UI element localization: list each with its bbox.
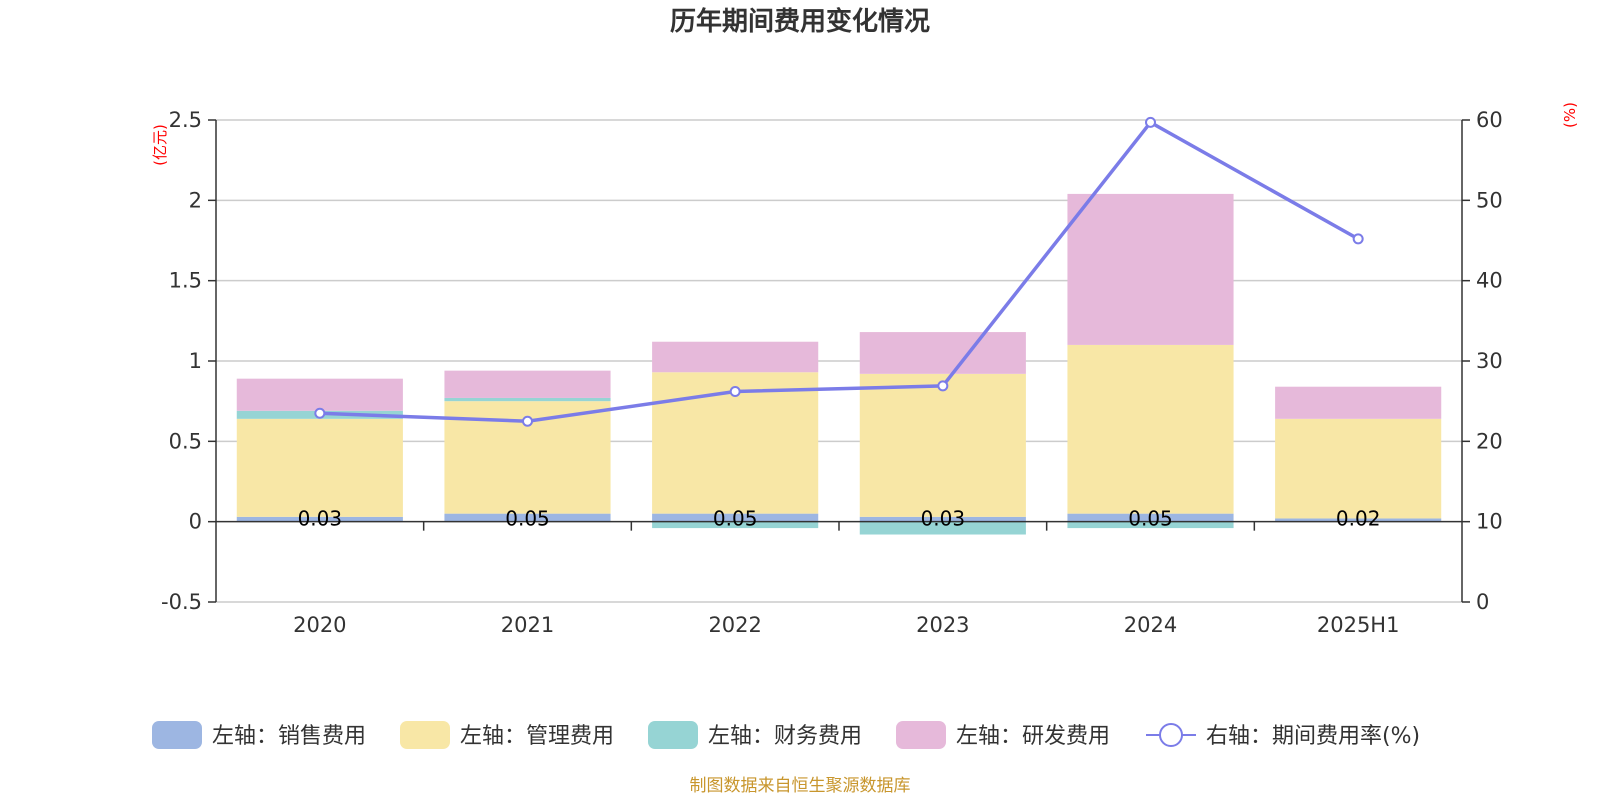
bar-segment — [444, 513, 611, 522]
left-tick-label: -0.5 — [161, 590, 202, 614]
right-tick-label: 30 — [1476, 349, 1503, 373]
x-tick-label: 2021 — [501, 613, 554, 637]
bar-segment — [1067, 193, 1234, 345]
rate-point — [729, 386, 741, 398]
legend-label[interactable]: 右轴：期间费用率(%) — [1206, 724, 1420, 749]
legend-swatch — [648, 721, 698, 749]
legend: 左轴：销售费用 左轴：管理费用 左轴：财务费用 左轴：研发费用 右轴：期间费用率(%) — [152, 721, 1420, 749]
bar-labels: 0.03 0.05 0.05 0.03 0.05 0.02 — [298, 507, 1381, 531]
chart-title: 历年期间费用变化情况 — [670, 6, 930, 37]
bar-segment — [444, 397, 611, 402]
bar-segment — [1275, 518, 1442, 522]
left-tick-label: 2.5 — [169, 108, 202, 132]
rate-line-path — [319, 120, 1360, 424]
left-tick-label: 0 — [189, 510, 202, 534]
left-tick-label: 1.5 — [169, 269, 202, 293]
left-tick-label: 0.5 — [169, 429, 202, 453]
legend-label[interactable]: 左轴：销售费用 — [212, 724, 366, 749]
bar-segment — [859, 373, 1026, 517]
left-axis-unit: (亿元) — [151, 124, 169, 166]
bar-value-label: 0.05 — [505, 507, 550, 531]
bar-segment — [652, 513, 819, 522]
bar-segment — [652, 341, 819, 373]
right-tick-label: 0 — [1476, 590, 1489, 614]
bar-segment — [859, 332, 1026, 374]
legend-marker — [1159, 723, 1183, 747]
axes: -0.5 0 0.5 1 1.5 2 2.5 0 10 20 30 40 50 60 2020 2021 202… — [161, 108, 1503, 637]
left-tick-label: 2 — [189, 188, 202, 212]
right-axis-unit: (%) — [1561, 102, 1579, 128]
rate-point — [937, 380, 949, 392]
bar-segment — [859, 521, 1026, 535]
bar-value-label: 0.03 — [921, 507, 966, 531]
bar-segment — [236, 378, 403, 411]
right-tick-label: 10 — [1476, 510, 1503, 534]
bar-segment — [444, 370, 611, 398]
right-tick-label: 20 — [1476, 429, 1503, 453]
x-tick-label: 2024 — [1124, 613, 1177, 637]
right-tick-label: 60 — [1476, 108, 1503, 132]
rate-point — [1352, 233, 1364, 245]
bar-segment — [1275, 386, 1442, 419]
x-tick-label: 2020 — [293, 613, 346, 637]
x-tick-label: 2023 — [916, 613, 969, 637]
bar-value-label: 0.05 — [713, 507, 758, 531]
bar-segment — [1275, 418, 1442, 519]
bar-value-label: 0.03 — [298, 507, 343, 531]
rate-line — [314, 116, 1364, 427]
bar-segment — [236, 418, 403, 517]
gridlines — [216, 119, 1462, 603]
bars — [236, 193, 1442, 535]
bar-segment — [1067, 344, 1234, 514]
bar-segment — [1067, 513, 1234, 522]
bar-value-label: 0.05 — [1128, 507, 1173, 531]
x-tick-label: 2025H1 — [1317, 613, 1400, 637]
right-tick-label: 50 — [1476, 188, 1503, 212]
bar-segment — [1067, 521, 1234, 529]
legend-label[interactable]: 左轴：管理费用 — [460, 724, 614, 749]
legend-swatch — [152, 721, 202, 749]
bar-segment — [652, 521, 819, 529]
rate-point — [314, 407, 326, 419]
left-tick-label: 1 — [189, 349, 202, 373]
legend-swatch — [896, 721, 946, 749]
bar-segment — [236, 516, 403, 522]
rate-point — [522, 415, 533, 427]
x-tick-label: 2022 — [708, 613, 761, 637]
rate-point — [1145, 116, 1156, 128]
legend-swatch — [400, 721, 450, 749]
bar-value-label: 0.02 — [1336, 507, 1381, 531]
bar-segment — [859, 516, 1026, 522]
right-tick-label: 40 — [1476, 269, 1503, 293]
legend-label[interactable]: 左轴：研发费用 — [956, 724, 1110, 749]
legend-label[interactable]: 左轴：财务费用 — [708, 724, 862, 749]
data-source-note: 制图数据来自恒生聚源数据库 — [690, 776, 911, 796]
